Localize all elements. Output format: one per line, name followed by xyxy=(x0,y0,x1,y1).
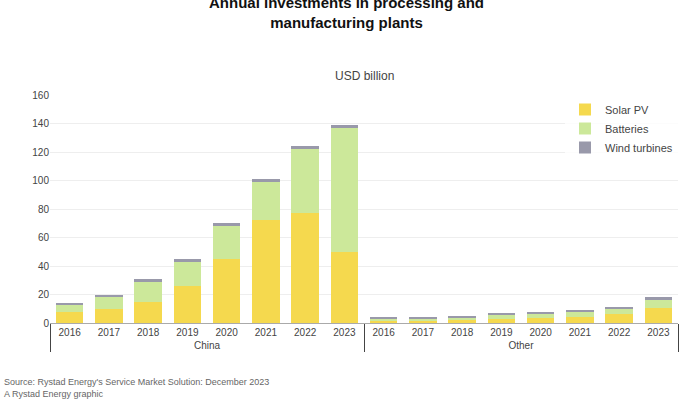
svg-text:140: 140 xyxy=(32,118,49,129)
svg-text:100: 100 xyxy=(32,175,49,186)
svg-text:Annual investments in processi: Annual investments in processing andmanu… xyxy=(209,0,484,31)
svg-text:2017: 2017 xyxy=(98,327,121,338)
svg-text:Source: Rystad Energy's Servic: Source: Rystad Energy's Service Market S… xyxy=(4,377,269,399)
svg-text:2019: 2019 xyxy=(176,327,199,338)
svg-text:2023: 2023 xyxy=(333,327,356,338)
svg-text:USD billion: USD billion xyxy=(335,69,394,83)
svg-text:2020: 2020 xyxy=(216,327,239,338)
svg-text:Wind turbines: Wind turbines xyxy=(605,142,673,154)
svg-text:20: 20 xyxy=(38,289,50,300)
svg-text:2022: 2022 xyxy=(608,327,631,338)
svg-text:2020: 2020 xyxy=(530,327,553,338)
svg-text:China: China xyxy=(194,340,221,351)
svg-text:2018: 2018 xyxy=(451,327,474,338)
svg-text:0: 0 xyxy=(43,318,49,329)
svg-text:2023: 2023 xyxy=(647,327,670,338)
svg-text:80: 80 xyxy=(38,204,50,215)
svg-text:2017: 2017 xyxy=(412,327,435,338)
svg-text:2016: 2016 xyxy=(373,327,396,338)
svg-text:2016: 2016 xyxy=(59,327,82,338)
svg-text:2019: 2019 xyxy=(490,327,513,338)
svg-text:60: 60 xyxy=(38,232,50,243)
svg-text:2021: 2021 xyxy=(569,327,592,338)
svg-text:Solar PV: Solar PV xyxy=(605,104,649,116)
svg-text:2022: 2022 xyxy=(294,327,317,338)
svg-text:160: 160 xyxy=(32,90,49,101)
svg-text:40: 40 xyxy=(38,261,50,272)
svg-text:120: 120 xyxy=(32,147,49,158)
svg-text:2018: 2018 xyxy=(137,327,160,338)
svg-text:Other: Other xyxy=(508,340,534,351)
svg-text:2021: 2021 xyxy=(255,327,278,338)
svg-text:Batteries: Batteries xyxy=(605,123,649,135)
